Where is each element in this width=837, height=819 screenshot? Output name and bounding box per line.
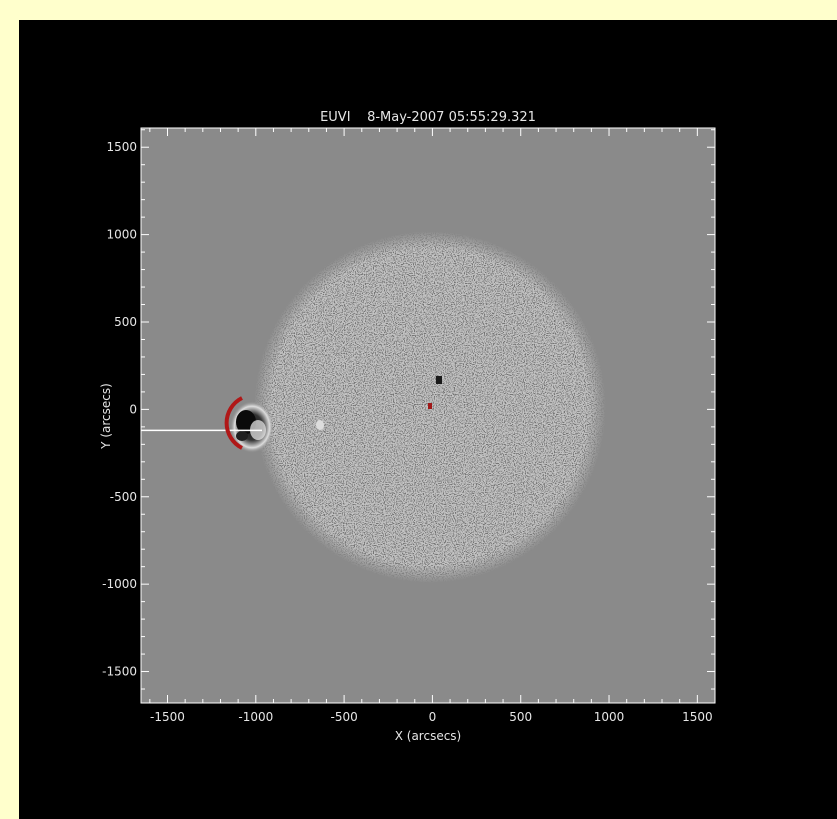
y-tick-label: 1000 [106, 228, 137, 242]
small-dark-feature [436, 376, 442, 384]
x-tick-label: 1500 [682, 710, 713, 724]
x-tick-label: -500 [330, 710, 357, 724]
x-tick-label: 500 [509, 710, 532, 724]
y-tick-label: -1500 [102, 665, 137, 679]
disk-center-marker [428, 403, 432, 409]
y-tick-label: 0 [129, 402, 137, 416]
y-tick-label: 1500 [106, 140, 137, 154]
y-axis-ticks: 1500 1000 500 0 -500 -1000 -1500 [102, 129, 715, 690]
y-tick-label: -1000 [102, 577, 137, 591]
x-tick-label: 0 [429, 710, 437, 724]
red-arc-marker [224, 396, 243, 450]
x-tick-label: -1500 [150, 710, 185, 724]
small-bright-feature [316, 420, 324, 430]
x-tick-label: -1000 [238, 710, 273, 724]
y-tick-label: -500 [110, 490, 137, 504]
plot-title: EUVI 8-May-2007 05:55:29.321 [320, 110, 536, 125]
axes-frame [140, 127, 716, 704]
x-axis-label: X (arcsecs) [395, 729, 462, 743]
x-axis-ticks: -1500 -1000 -500 0 500 1000 1500 [149, 128, 716, 724]
x-tick-label: 1000 [594, 710, 625, 724]
y-tick-label: 500 [114, 315, 137, 329]
y-axis-label: Y (arcsecs) [99, 383, 113, 450]
